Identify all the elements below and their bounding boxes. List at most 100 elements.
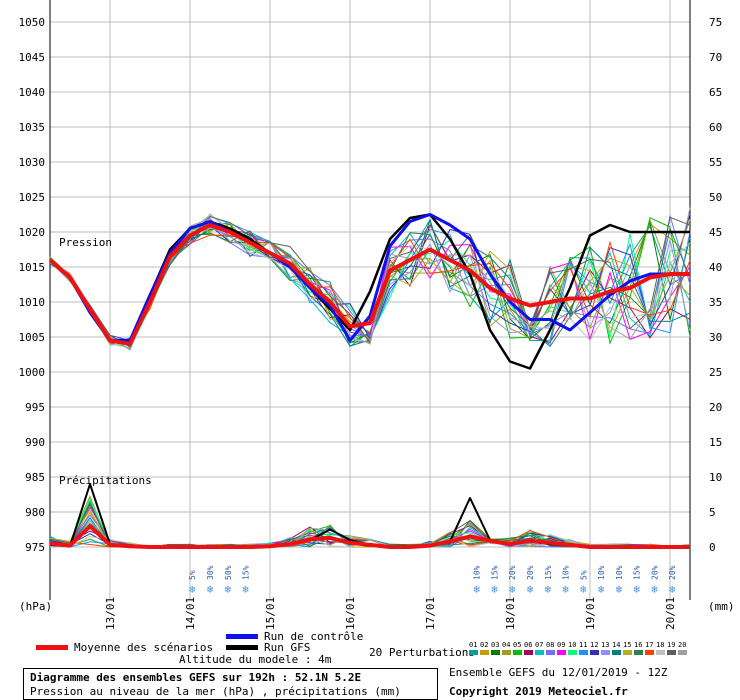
perturbation-swatch — [480, 650, 489, 655]
legend-perturbations-label: 20 Perturbations — [369, 646, 475, 659]
left-tick-label: 1050 — [19, 16, 46, 29]
snow-percentage-label: 20% — [668, 565, 677, 580]
snowflake-icon: ❄ — [473, 583, 480, 596]
left-tick-label: 985 — [25, 471, 45, 484]
snowflake-icon: ❄ — [491, 583, 498, 596]
perturbation-id-label: 20 — [678, 641, 686, 649]
snowflake-icon: ❄ — [527, 583, 534, 596]
legend-altitude: Altitude du modele : 4m — [179, 653, 332, 666]
left-tick-label: 975 — [25, 541, 45, 554]
mean-precip-line — [49, 524, 690, 549]
footer-copyright: Copyright 2019 Meteociel.fr — [449, 685, 628, 698]
left-tick-label: 1015 — [19, 261, 46, 274]
pressure-panel-label: Pression — [59, 236, 112, 249]
snow-percentage-label: 15% — [633, 565, 642, 580]
left-tick-label: 1000 — [19, 366, 46, 379]
perturbation-swatch — [469, 650, 478, 655]
perturbation-swatch — [645, 650, 654, 655]
right-tick-label: 50 — [709, 191, 722, 204]
snow-percentage-label: 15% — [242, 565, 251, 580]
right-tick-label: 55 — [709, 156, 722, 169]
perturbation-swatch — [590, 650, 599, 655]
perturbation-swatch — [557, 650, 566, 655]
x-tick-label: 19/01 — [584, 597, 597, 630]
snow-percentage-label: 20% — [650, 565, 659, 580]
left-tick-label: 1010 — [19, 296, 46, 309]
perturbation-id-label: 09 — [557, 641, 565, 649]
footer-run-info: Ensemble GEFS du 12/01/2019 - 12Z — [449, 666, 668, 679]
snowflake-icon: ❄ — [633, 583, 640, 596]
perturbation-id-label: 19 — [667, 641, 675, 649]
perturbation-id-label: 07 — [535, 641, 543, 649]
perturbation-legend: 01 02 03 04 05 06 07 08 09 10 11 12 13 14 15 16 17 18 19 20 — [469, 641, 687, 655]
right-tick-label: 60 — [709, 121, 722, 134]
control-pressure-line — [49, 213, 690, 342]
right-tick-label: 70 — [709, 51, 722, 64]
left-axis: 1050 1045 1040 1035 1030 1025 1020 1015 1010 1005… — [19, 16, 46, 554]
right-tick-label: 10 — [709, 471, 722, 484]
perturbation-id-label: 18 — [656, 641, 664, 649]
perturbation-id-label: 03 — [491, 641, 499, 649]
perturbation-swatch — [502, 650, 511, 655]
perturbation-id-label: 15 — [623, 641, 631, 649]
left-axis-unit: (hPa) — [19, 600, 52, 613]
legend: Moyenne des scénarios Run de contrôle Ru… — [36, 630, 687, 666]
snow-percentage-label: 30% — [206, 565, 215, 580]
right-tick-label: 35 — [709, 296, 722, 309]
snowflake-icon: ❄ — [544, 583, 551, 596]
left-tick-label: 1035 — [19, 121, 46, 134]
snowflake-icon: ❄ — [598, 583, 605, 596]
snowflake-icon: ❄ — [616, 583, 623, 596]
perturbation-id-label: 05 — [513, 641, 521, 649]
perturbation-swatch — [568, 650, 577, 655]
snowflake-icon: ❄ — [242, 583, 249, 596]
x-tick-label: 17/01 — [424, 597, 437, 630]
perturbation-swatch — [491, 650, 500, 655]
right-tick-label: 40 — [709, 261, 722, 274]
mean-pressure-line — [48, 223, 690, 346]
perturbation-swatch — [623, 650, 632, 655]
left-tick-label: 1040 — [19, 86, 46, 99]
right-tick-label: 20 — [709, 401, 722, 414]
left-tick-label: 1045 — [19, 51, 46, 64]
perturbation-swatch — [678, 650, 687, 655]
left-tick-label: 1005 — [19, 331, 46, 344]
snow-percentage-label: 10% — [562, 565, 571, 580]
snow-percentage-label: 50% — [224, 565, 233, 580]
perturbation-swatch — [535, 650, 544, 655]
legend-control-swatch — [226, 634, 258, 639]
x-tick-label: 14/01 — [184, 597, 197, 630]
x-tick-label: 15/01 — [264, 597, 277, 630]
chart-grid — [49, 0, 691, 600]
perturbation-id-label: 08 — [546, 641, 554, 649]
x-tick-label: 20/01 — [664, 597, 677, 630]
perturbation-swatch — [579, 650, 588, 655]
snow-percentage-label: 10% — [473, 565, 482, 580]
legend-mean-swatch — [36, 645, 68, 650]
perturbation-id-label: 14 — [612, 641, 620, 649]
snowflake-icon: ❄ — [224, 583, 231, 596]
perturbation-id-label: 13 — [601, 641, 609, 649]
perturbation-id-label: 17 — [645, 641, 653, 649]
perturbation-swatch — [667, 650, 676, 655]
legend-mean-label: Moyenne des scénarios — [74, 641, 213, 654]
x-tick-label: 18/01 — [504, 597, 517, 630]
perturbation-id-label: 02 — [480, 641, 488, 649]
x-tick-label: 16/01 — [344, 597, 357, 630]
right-tick-label: 15 — [709, 436, 722, 449]
snow-percentage-label: 20% — [508, 565, 517, 580]
snowflake-icon: ❄ — [580, 583, 587, 596]
left-tick-label: 980 — [25, 506, 45, 519]
snow-percentage-label: 10% — [615, 565, 624, 580]
left-tick-label: 1025 — [19, 191, 46, 204]
snow-percentage-label: 20% — [526, 565, 535, 580]
x-tick-label: 13/01 — [104, 597, 117, 630]
right-tick-label: 25 — [709, 366, 722, 379]
right-tick-label: 75 — [709, 16, 722, 29]
main-series-lines — [48, 213, 690, 549]
footer-title: Diagramme des ensembles GEFS sur 192h : … — [30, 671, 361, 684]
legend-control-label: Run de contrôle — [264, 630, 363, 643]
snowflake-icon: ❄ — [207, 583, 214, 596]
